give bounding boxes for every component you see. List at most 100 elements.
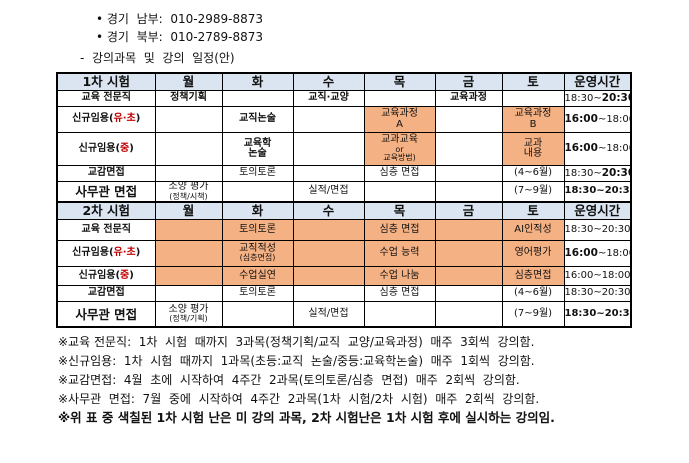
time-cell: 18:30~20:30 (563, 165, 632, 182)
cell-line: 교육과정 (514, 108, 552, 119)
cell-line: A (396, 118, 403, 130)
label-text: 신규임용( (78, 269, 121, 281)
label-highlight: 중 (120, 142, 130, 154)
time-cell: 18:30~20:30 (563, 218, 632, 241)
table-cell (434, 284, 503, 302)
row-label: 신규임용(유·초) (56, 239, 156, 267)
table-cell (434, 165, 503, 182)
label-text: 신규임용( (72, 113, 114, 125)
row-label: 교육 전문직 (56, 218, 156, 241)
label-highlight: 중 (120, 269, 130, 281)
header-cell: 1차 시험 (56, 72, 156, 91)
table-cell: (4~6월) (501, 165, 565, 182)
time-end: ~18:00 (597, 113, 630, 125)
label-text: 신규임용( (78, 142, 121, 154)
row-label: 신규임용(중) (56, 265, 156, 286)
row-label: 사무관 면접 (56, 300, 156, 328)
table-cell (154, 132, 223, 166)
table-cell-shaded: 심층면접 (501, 265, 565, 286)
table-cell: 토의토론 (221, 284, 294, 302)
table-cell-shaded: 교직적성 (심층면접) (221, 239, 294, 267)
cell-line: 내용 (523, 148, 543, 159)
cell-line: 교직적성 (239, 242, 276, 254)
table-row: 교육 전문직 토의토론 심층 면접 AI인적성 18:30~20:30 (56, 218, 632, 241)
table-cell: (7~9월) (501, 180, 565, 203)
label-text: 신규임용( (72, 247, 114, 259)
header-cell: 화 (221, 72, 294, 91)
time-cell: 16:00~18:00 (563, 132, 632, 166)
phase1-header-row: 1차 시험 월 화 수 목 금 토 운영시간 (56, 72, 632, 91)
table-cell: 토의토론 (221, 165, 294, 182)
cell-line: B (529, 118, 537, 130)
header-cell: 월 (154, 200, 223, 220)
time-cell: 18:30~20:30 (563, 90, 632, 107)
table-cell-shaded (434, 265, 503, 286)
header-cell: 수 (292, 72, 365, 91)
table-cell (292, 106, 365, 133)
label-text: ) (129, 269, 134, 281)
table-cell-shaded: 심층 면접 (363, 218, 436, 241)
table-cell-shaded: AI인적성 (501, 218, 565, 241)
row-label: 교감면접 (56, 165, 156, 182)
table-cell-shaded (154, 218, 223, 241)
label-highlight: 유·초 (113, 113, 136, 125)
table-cell (363, 90, 436, 107)
row-label: 신규임용(유·초) (56, 106, 156, 133)
table-cell: (4~6월) (501, 284, 565, 302)
table-cell-shaded (434, 239, 503, 267)
table-cell (154, 284, 223, 302)
table-cell: 교직·교양 (292, 90, 365, 107)
header-cell: 화 (221, 200, 294, 220)
cell-line: 교육방법) (383, 153, 416, 163)
table-cell (221, 180, 294, 203)
table-row: 교육 전문직 정책기획 교직·교양 교육과정 18:30~20:30 (56, 90, 632, 107)
table-cell-shaded: 수업 능력 (363, 239, 436, 267)
table-cell (221, 90, 294, 107)
section-title: - 강의과목 및 강의 일정(안) (80, 51, 235, 65)
table-cell-shaded (154, 265, 223, 286)
table-cell (434, 106, 503, 133)
header-cell: 2차 시험 (56, 200, 156, 220)
table-cell-shaded: 교육과정 B (501, 106, 565, 133)
table-cell: (7~9월) (501, 300, 565, 328)
time-cell: 18:30~20:30 (563, 300, 632, 328)
table-cell: 교직논술 (221, 106, 294, 133)
time-cell: 18:30~20:30 (563, 284, 632, 302)
time-start: 18:30~ (564, 92, 602, 104)
table-cell-shaded: 교과교육 or 교육방법) (363, 132, 436, 166)
table-cell (292, 284, 365, 302)
table-cell (154, 106, 223, 133)
phase2-header-row: 2차 시험 월 화 수 목 금 토 운영시간 (56, 200, 632, 220)
cell-line: 교과교육 (381, 134, 418, 146)
table-row: 신규임용(중) 교육학 논술 교과교육 or 교육방법) 교과 내용 16:00~18:… (56, 132, 632, 166)
header-cell: 토 (501, 72, 565, 91)
time-start: 16:00 (564, 142, 598, 155)
warning-note: ※위 표 중 색칠된 1차 시험 난은 미 강의 과목, 2차 시험난은 1차 … (58, 410, 555, 425)
cell-line: or (395, 144, 404, 154)
row-label: 교감면접 (56, 284, 156, 302)
time-cell: 16:00~18:00 (563, 265, 632, 286)
note-line: ※교육 전문직: 1차 시험 때까지 3과목(정책기획/교직 교양/교육과정) … (58, 335, 535, 349)
header-cell: 금 (434, 200, 503, 220)
cell-line: 논술 (248, 148, 267, 159)
table-cell-shaded (154, 239, 223, 267)
table-cell (221, 300, 294, 328)
table-cell-shaded (292, 218, 365, 241)
table-cell: 정책기획 (154, 90, 223, 107)
table-cell: 실적/면접 (292, 300, 365, 328)
time-start: 16:00 (564, 112, 598, 125)
time-end: 20:30 (601, 166, 630, 179)
schedule-table: 1차 시험 월 화 수 목 금 토 운영시간 교육 전문직 정책기획 교직·교양… (56, 72, 632, 329)
table-cell: 소양 평가 (정책/시책) (154, 180, 223, 203)
table-row: 신규임용(유·초) 교직적성 (심층면접) 수업 능력 영어평가 16:00~18… (56, 239, 632, 267)
cell-line: 소양 평가 (168, 181, 209, 192)
time-end: 20:30 (601, 91, 630, 104)
table-cell (434, 132, 503, 166)
note-line: ※사무관 면접: 7월 중에 시작하여 4주간 2과목(1차 시험/2차 시험)… (58, 392, 540, 406)
label-text: ) (135, 247, 141, 259)
table-cell-shaded: 교육과정 A (363, 106, 436, 133)
table-cell: 심층 면접 (363, 284, 436, 302)
table-cell (501, 90, 565, 107)
table-row: 사무관 면접 소양 평가 (정책/기획) 실적/면접 (7~9월) 18:30~2… (56, 300, 632, 328)
header-cell: 목 (363, 200, 436, 220)
